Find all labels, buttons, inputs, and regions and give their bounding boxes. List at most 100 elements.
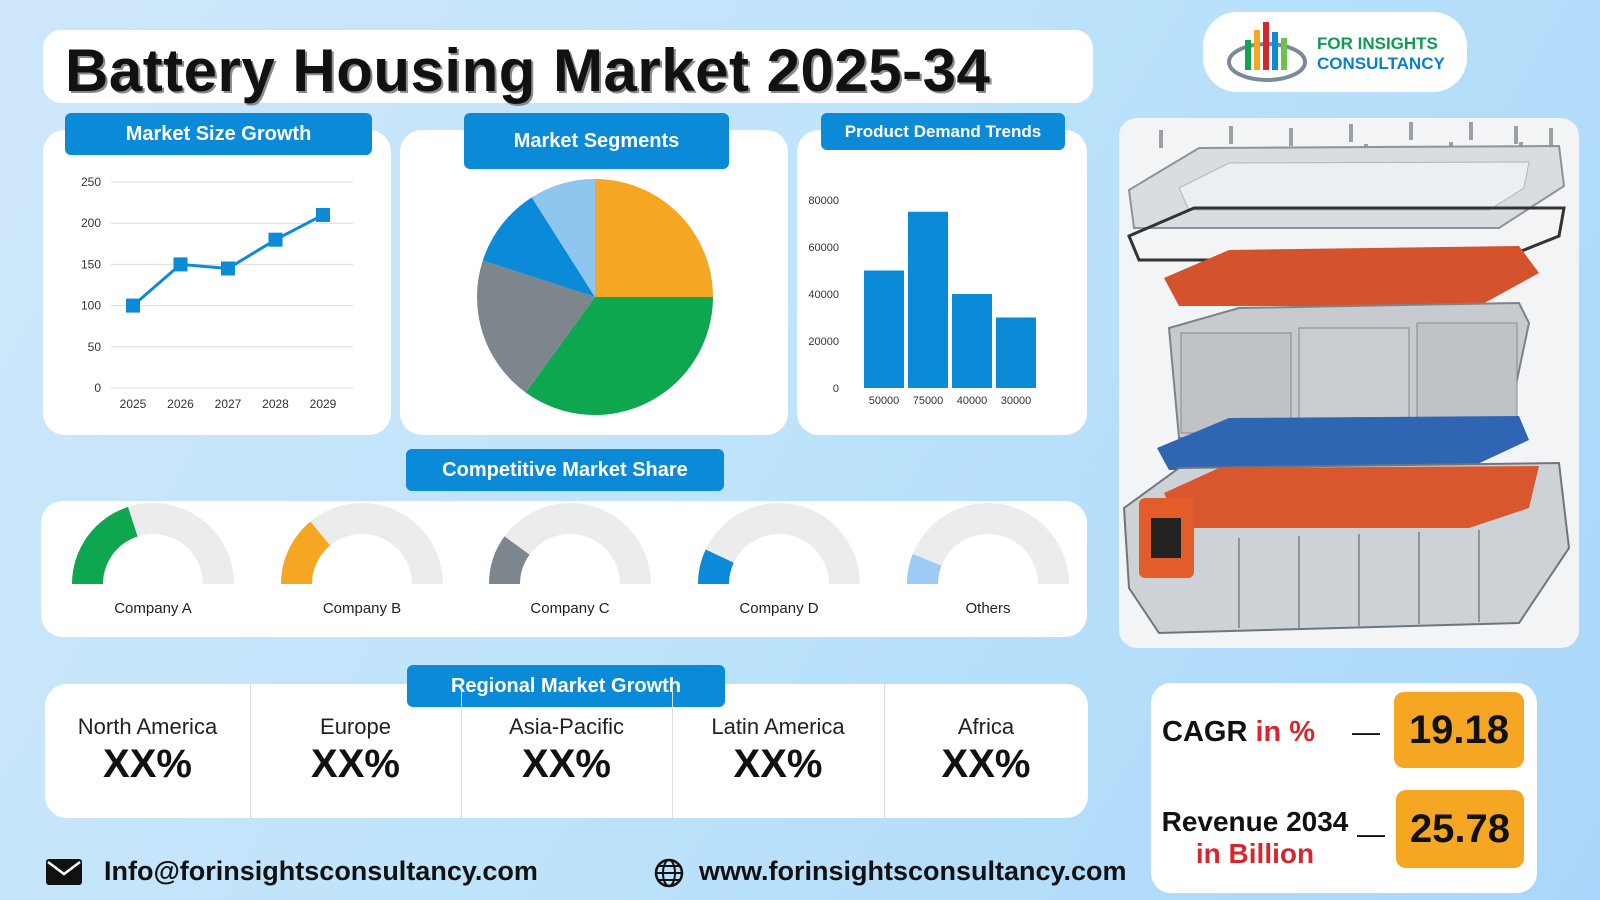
region-divider <box>884 684 885 818</box>
line-y-tick: 150 <box>81 257 101 271</box>
region-cell: Asia-Pacific XX% <box>461 684 672 818</box>
gauge-track <box>698 503 860 584</box>
revenue-dash: — <box>1357 818 1385 849</box>
region-cell: Europe XX% <box>250 684 461 818</box>
line-x-tick: 2027 <box>215 397 242 411</box>
logo-line-2: CONSULTANCY <box>1317 54 1445 73</box>
email-icon <box>46 859 82 885</box>
revenue-value: 25.78 <box>1396 790 1524 868</box>
gauge-track <box>489 503 651 584</box>
bar-y-tick: 20000 <box>808 336 839 348</box>
line-point <box>316 207 330 222</box>
bar-x-tick: 50000 <box>869 395 900 407</box>
logo-text: FOR INSIGHTS CONSULTANCY <box>1317 34 1445 74</box>
line-point <box>221 261 235 276</box>
line-point <box>268 232 283 247</box>
market-size-title: Market Size Growth <box>65 113 372 155</box>
region-cell: North America XX% <box>45 684 250 818</box>
line-series <box>132 213 324 307</box>
line-point <box>126 298 140 313</box>
market-size-card <box>43 130 391 435</box>
pie-slice <box>595 179 713 297</box>
footer-email[interactable]: Info@forinsightsconsultancy.com <box>104 856 538 886</box>
market-size-line-chart: 0 50 100 150 200 250 2025 2026 2027 2028 2029 <box>81 175 353 411</box>
region-name: Latin America <box>711 714 845 739</box>
line-point <box>173 257 188 272</box>
page-title: Battery Housing Market 2025-34 <box>65 37 991 104</box>
gauge-track <box>907 503 1069 584</box>
region-cell: Africa XX% <box>884 684 1088 818</box>
line-y-tick: 100 <box>81 299 101 313</box>
pie-slice <box>525 297 713 415</box>
region-divider <box>672 684 673 818</box>
company-logo: FOR INSIGHTS CONSULTANCY <box>1203 12 1467 92</box>
footer-website[interactable]: www.forinsightsconsultancy.com <box>699 856 1127 886</box>
globe-icon <box>654 858 684 888</box>
product-demand-title: Product Demand Trends <box>821 113 1065 150</box>
gauge-label: Others <box>965 600 1011 617</box>
pie-slice <box>482 197 595 297</box>
battery-housing-illustration <box>1122 122 1571 635</box>
line-x-tick: 2026 <box>167 397 194 411</box>
cagr-value: 19.18 <box>1394 692 1524 768</box>
line-y-tick: 50 <box>88 340 102 354</box>
region-value: XX% <box>522 742 611 786</box>
revenue-label-text: Revenue 2034 <box>1161 806 1349 837</box>
gauge-fill <box>281 521 331 584</box>
line-x-tick: 2028 <box>262 397 289 411</box>
line-y-tick: 250 <box>81 175 101 189</box>
bar-y-tick: 60000 <box>808 242 839 254</box>
bar <box>952 294 992 388</box>
region-name: Asia-Pacific <box>509 714 624 739</box>
bar <box>864 270 904 388</box>
bar-y-tick: 80000 <box>808 195 839 207</box>
pie-slice <box>477 260 595 393</box>
region-value: XX% <box>311 742 400 786</box>
region-divider <box>250 684 251 818</box>
line-y-tick: 0 <box>94 381 101 395</box>
line-x-tick: 2025 <box>120 397 147 411</box>
gauge-label: Company D <box>739 600 819 617</box>
market-segments-title: Market Segments <box>464 113 729 169</box>
revenue-label: Revenue 2034 in Billion <box>1160 806 1350 870</box>
battery-illustration-card <box>1119 118 1579 648</box>
gauge-label: Company B <box>322 600 402 617</box>
bar <box>908 211 948 388</box>
revenue-unit: in Billion <box>1195 838 1315 869</box>
gauge-fill <box>698 549 734 584</box>
region-value: XX% <box>941 742 1031 786</box>
gauge-label: Company A <box>114 600 192 617</box>
bar-y-tick: 0 <box>833 383 839 395</box>
region-value: XX% <box>103 742 192 786</box>
market-segments-pie-chart <box>477 179 713 415</box>
competitive-title: Competitive Market Share <box>406 449 724 491</box>
cagr-label-text: CAGR <box>1162 716 1248 748</box>
region-name: Africa <box>957 714 1015 739</box>
bar-x-tick: 40000 <box>957 395 988 407</box>
bar-x-tick: 30000 <box>1001 395 1032 407</box>
cagr-label: CAGR in % <box>1162 716 1315 749</box>
logo-bars-icon <box>1227 22 1307 82</box>
gauge-fill <box>907 554 942 584</box>
gauge-fill <box>489 536 530 584</box>
bar-y-tick: 40000 <box>808 289 839 301</box>
region-value: XX% <box>733 742 823 786</box>
logo-line-1: FOR INSIGHTS <box>1317 34 1438 53</box>
cagr-unit: in % <box>1255 716 1316 748</box>
cagr-dash: — <box>1352 716 1380 747</box>
title-card: Battery Housing Market 2025-34 <box>43 30 1093 104</box>
region-name: Europe <box>320 714 391 739</box>
region-divider <box>461 684 462 818</box>
line-x-tick: 2029 <box>310 397 337 411</box>
line-y-tick: 200 <box>81 216 101 230</box>
gauge-fill <box>72 506 138 584</box>
bar <box>996 317 1036 388</box>
region-name: North America <box>77 714 218 739</box>
competitive-gauges <box>72 503 1069 584</box>
gauge-track <box>281 503 443 584</box>
region-cell: Latin America XX% <box>672 684 884 818</box>
gauge-label: Company C <box>530 600 610 617</box>
bar-x-tick: 75000 <box>913 395 944 407</box>
product-demand-bar-chart: 0 20000 40000 60000 80000 50000 75000 40000 3000… <box>808 195 1036 407</box>
pie-slice <box>531 179 595 297</box>
